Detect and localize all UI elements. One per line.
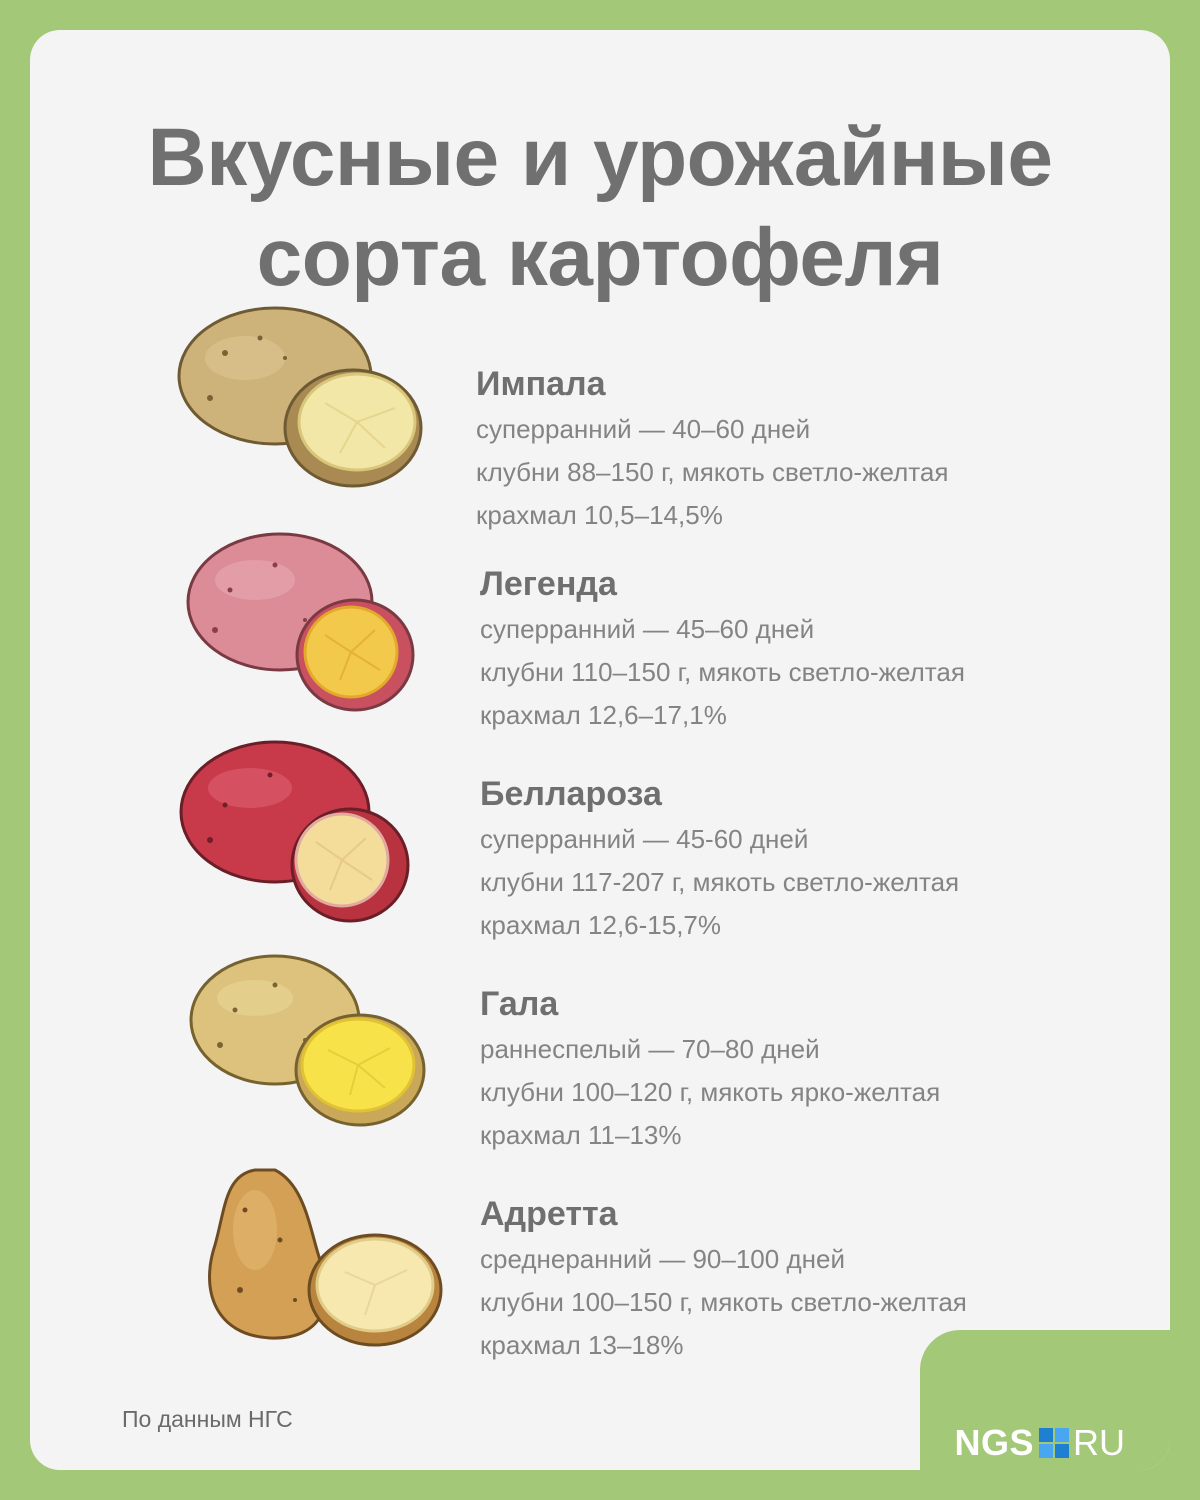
variety-starch: крахмал 12,6–17,1% [480, 700, 727, 730]
variety-item-gala: Гала раннеспелый — 70–80 дней клубни 100… [30, 940, 1170, 1150]
variety-item-adretta: Адретта среднеранний — 90–100 дней клубн… [30, 1150, 1170, 1360]
variety-maturity: суперранний — 45–60 дней [480, 614, 815, 644]
title-line-2: сорта картофеля [256, 212, 944, 303]
ngs-logo[interactable]: NGS RU [954, 1423, 1125, 1463]
variety-text: Беллароза суперранний — 45-60 дней клубн… [480, 774, 959, 947]
title-line-1: Вкусные и урожайные [147, 112, 1054, 203]
potato-illustration-gala [180, 940, 450, 1140]
variety-item-impala: Импала суперранний — 40–60 дней клубни 8… [30, 298, 1170, 530]
logo-ngs-text: NGS [954, 1422, 1034, 1463]
variety-item-legenda: Легенда суперранний — 45–60 дней клубни … [30, 520, 1170, 730]
variety-starch: крахмал 11–13% [480, 1120, 682, 1150]
variety-name: Адретта [480, 1195, 618, 1233]
variety-maturity: суперранний — 45-60 дней [480, 824, 809, 854]
variety-tubers: клубни 110–150 г, мякоть светло-желтая [480, 657, 965, 687]
variety-name: Легенда [480, 565, 617, 603]
potato-illustration-impala [165, 298, 435, 498]
variety-tubers: клубни 88–150 г, мякоть светло-желтая [476, 457, 949, 487]
potato-illustration-adretta [185, 1150, 455, 1350]
potato-illustration-bellaroza [170, 730, 440, 930]
variety-tubers: клубни 100–150 г, мякоть светло-желтая [480, 1287, 967, 1317]
infographic-card: Вкусные и урожайные сорта картофеля Импа… [30, 30, 1170, 1470]
variety-maturity: среднеранний — 90–100 дней [480, 1244, 845, 1274]
variety-starch: крахмал 10,5–14,5% [476, 500, 723, 530]
variety-starch: крахмал 13–18% [480, 1330, 684, 1360]
source-note: По данным НГС [122, 1406, 293, 1432]
logo-square-icon [1039, 1428, 1069, 1458]
page-title: Вкусные и урожайные сорта картофеля [30, 108, 1170, 308]
variety-name: Гала [480, 985, 559, 1023]
variety-maturity: суперранний — 40–60 дней [476, 414, 811, 444]
logo-ru-text: RU [1073, 1422, 1125, 1463]
variety-tubers: клубни 117-207 г, мякоть светло-желтая [480, 867, 960, 897]
variety-name: Импала [476, 365, 606, 403]
potato-illustration-legenda [175, 520, 445, 720]
variety-text: Адретта среднеранний — 90–100 дней клубн… [480, 1194, 967, 1367]
variety-text: Импала суперранний — 40–60 дней клубни 8… [476, 364, 948, 537]
variety-text: Легенда суперранний — 45–60 дней клубни … [480, 564, 965, 737]
variety-name: Беллароза [480, 775, 662, 813]
variety-maturity: раннеспелый — 70–80 дней [480, 1034, 820, 1064]
variety-tubers: клубни 100–120 г, мякоть ярко-желтая [480, 1077, 941, 1107]
variety-starch: крахмал 12,6-15,7% [480, 910, 722, 940]
variety-item-bellaroza: Беллароза суперранний — 45-60 дней клубн… [30, 730, 1170, 940]
variety-text: Гала раннеспелый — 70–80 дней клубни 100… [480, 984, 940, 1157]
